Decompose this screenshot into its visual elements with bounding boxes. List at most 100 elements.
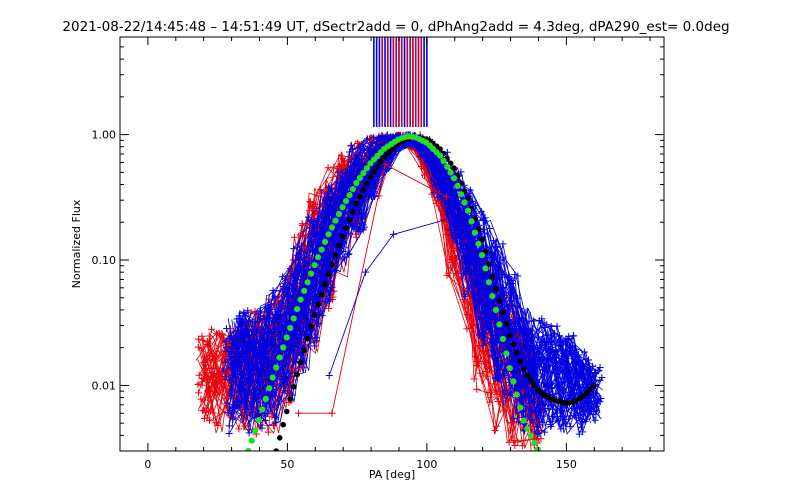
green-fit-curve-point	[346, 192, 353, 199]
green-fit-curve-point	[287, 324, 294, 332]
blue-point	[512, 325, 520, 333]
black-fit-curve-point	[339, 233, 346, 240]
red-point	[447, 264, 455, 272]
blue-point	[313, 334, 321, 342]
blue-point	[294, 289, 302, 297]
green-fit-curve-point	[301, 287, 308, 294]
red-outlier-point	[381, 160, 389, 168]
blue-point	[356, 226, 364, 234]
blue-point	[225, 430, 233, 438]
green-fit-curve-point	[328, 224, 336, 231]
blue-point	[281, 381, 289, 389]
blue-point	[461, 253, 469, 261]
green-fit-curve-point	[363, 165, 370, 172]
blue-point	[309, 279, 317, 287]
blue-point	[289, 391, 297, 399]
black-fit-curve-point	[301, 347, 307, 354]
blue-point	[310, 342, 318, 350]
black-fit-curve-point	[531, 382, 538, 389]
blue-point	[258, 424, 266, 432]
black-fit-curve-point	[587, 386, 593, 393]
blue-point	[479, 341, 487, 349]
blue-point	[484, 316, 492, 324]
blue-point	[430, 153, 438, 161]
black-fit-curve-point	[329, 261, 335, 268]
blue-outlier-point	[325, 371, 333, 379]
red-point	[325, 304, 333, 312]
red-point	[264, 428, 272, 436]
green-fit-curve-point	[349, 186, 356, 193]
blue-point	[224, 409, 232, 417]
green-fit-curve-point	[496, 321, 503, 328]
blue-point	[375, 142, 383, 150]
blue-point	[350, 161, 358, 169]
red-point	[202, 408, 210, 416]
red-point	[198, 332, 206, 340]
blue-point	[308, 231, 316, 239]
green-fit-curve-point	[308, 270, 315, 277]
blue-point	[347, 142, 355, 150]
green-fit-curve-point	[297, 296, 304, 303]
x-tick-label: 0	[144, 458, 151, 471]
blue-point	[547, 323, 555, 331]
green-fit-curve-point	[447, 169, 454, 176]
blue-point	[313, 218, 321, 226]
blue-point	[560, 353, 568, 361]
black-fit-curve-point	[287, 396, 294, 402]
green-fit-curve-point	[276, 354, 283, 361]
black-fit-curve-point	[283, 408, 290, 415]
blue-point	[509, 415, 517, 423]
green-fit-curve-point	[464, 207, 472, 214]
blue-point	[594, 367, 602, 375]
black-fit-curve-point	[364, 180, 370, 187]
blue-point	[269, 287, 277, 295]
red-point	[508, 419, 516, 427]
green-fit-curve-point	[440, 157, 447, 165]
black-fit-curve-point	[308, 324, 314, 330]
red-point	[290, 233, 298, 241]
green-fit-curve-point	[332, 217, 339, 224]
red-point	[482, 367, 490, 375]
green-fit-curve-point	[437, 152, 444, 159]
blue-point	[596, 376, 604, 384]
black-fit-curve-point	[357, 194, 363, 200]
blue-point	[538, 418, 546, 426]
blue-point	[499, 240, 507, 248]
black-fit-curve-point	[583, 390, 590, 396]
green-fit-curve-point	[304, 279, 311, 286]
green-fit-curve-point	[485, 279, 492, 286]
red-outlier-point	[328, 409, 336, 417]
blue-point	[486, 224, 494, 232]
red-point	[475, 360, 483, 368]
black-fit-curve-point	[311, 312, 318, 318]
red-point	[473, 385, 481, 393]
blue-point	[558, 346, 566, 354]
blue-point	[245, 429, 253, 437]
green-fit-curve-point	[534, 446, 541, 451]
green-fit-curve-point	[468, 218, 475, 225]
black-fit-curve-point	[465, 195, 471, 202]
black-fit-curve-point	[290, 384, 297, 390]
blue-point	[227, 392, 235, 400]
blue-point	[537, 360, 545, 368]
green-fit-curve-point	[325, 231, 332, 238]
blue-point	[522, 404, 530, 412]
blue-point	[504, 390, 512, 398]
red-point	[201, 369, 209, 377]
blue-point	[535, 430, 543, 438]
red-point	[505, 438, 513, 446]
red-point	[235, 425, 243, 433]
blue-point	[470, 281, 478, 289]
blue-point	[238, 330, 246, 338]
blue-point	[354, 156, 362, 164]
black-fit-curve-point	[360, 187, 367, 193]
blue-point	[283, 291, 291, 299]
blue-point	[541, 428, 549, 436]
blue-point	[227, 376, 235, 384]
red-point	[487, 393, 495, 401]
green-fit-curve-point	[492, 306, 499, 313]
blue-point	[223, 325, 231, 333]
blue-point	[242, 405, 250, 413]
blue-point	[541, 324, 549, 332]
blue-point	[338, 193, 346, 201]
